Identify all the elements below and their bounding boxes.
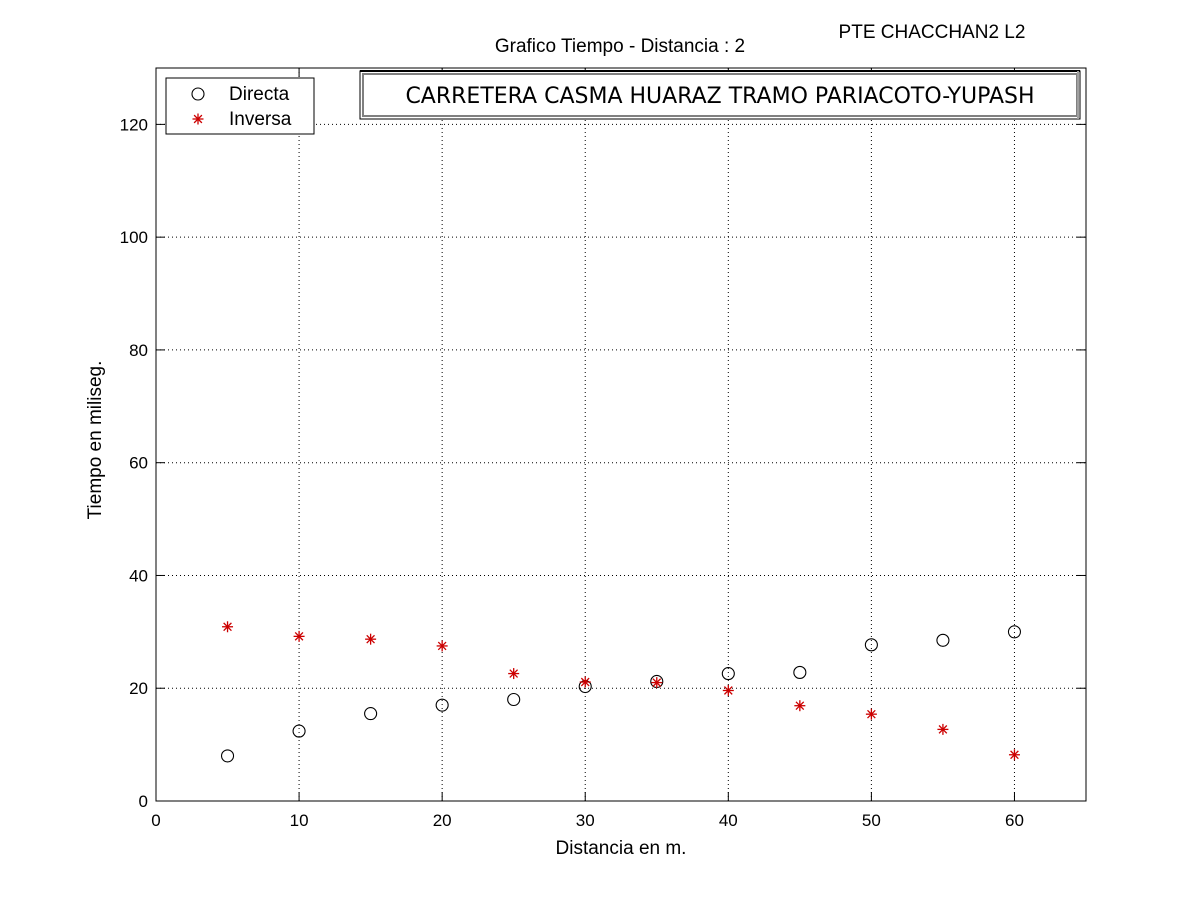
inversa-point [436,640,448,652]
legend-circle-marker [191,87,205,101]
legend-asterisk-marker [192,113,204,125]
directa-point [364,707,378,721]
inversa-point [293,630,305,642]
directa-point [793,665,807,679]
inversa-point [937,723,949,735]
directa-point [292,724,306,738]
legend-marker-inversa [192,113,204,125]
inversa-point [794,700,806,712]
inversa-point [722,684,734,696]
data-markers [220,621,1022,763]
project-label: PTE CHACCHAN2 L2 [839,22,1026,43]
directa-point [435,698,449,712]
chart-title: Grafico Tiempo - Distancia : 2 [495,36,745,57]
directa-point [864,638,878,652]
legend-label-inversa: Inversa [229,109,292,130]
directa-point [1007,625,1022,639]
y-axis-label: Tiempo en miliseg. [85,361,106,520]
legend: Directa Inversa [165,77,315,135]
inversa-point [579,676,591,688]
project-banner: CARRETERA CASMA HUARAZ TRAMO PARIACOTO-Y… [359,70,1081,120]
tick-labels: 0 10 20 30 40 50 60 0 20 40 60 80 100 120 [120,115,1024,830]
y-tick-label: 40 [129,566,148,585]
banner-text: CARRETERA CASMA HUARAZ TRAMO PARIACOTO-Y… [405,84,1034,109]
y-tick-label: 80 [129,341,148,360]
directa-point [507,692,521,707]
directa-point [936,633,950,647]
inversa-point [865,708,877,720]
directa-point [220,749,235,763]
x-tick-label: 30 [576,811,595,830]
x-axis-label: Distancia en m. [556,838,687,859]
x-tick-label: 0 [151,811,160,830]
y-tick-label: 60 [129,454,148,473]
x-tick-label: 10 [290,811,309,830]
inversa-point [651,677,663,689]
legend-marker-directa [191,87,205,101]
directa-point [721,667,735,681]
inversa-point [365,633,377,645]
y-tick-label: 20 [129,679,148,698]
inversa-point [222,621,234,633]
inversa-point [1008,749,1020,761]
y-tick-label: 120 [120,115,148,134]
inversa-point [508,668,520,680]
legend-box [165,77,315,135]
legend-label-directa: Directa [229,84,290,105]
x-tick-label: 40 [719,811,738,830]
x-tick-label: 60 [1005,811,1024,830]
y-tick-label: 0 [139,792,148,811]
x-tick-label: 50 [862,811,881,830]
x-tick-label: 20 [433,811,452,830]
y-tick-label: 100 [120,228,148,247]
plot-area [155,67,1087,802]
grid-lines [156,68,1086,801]
